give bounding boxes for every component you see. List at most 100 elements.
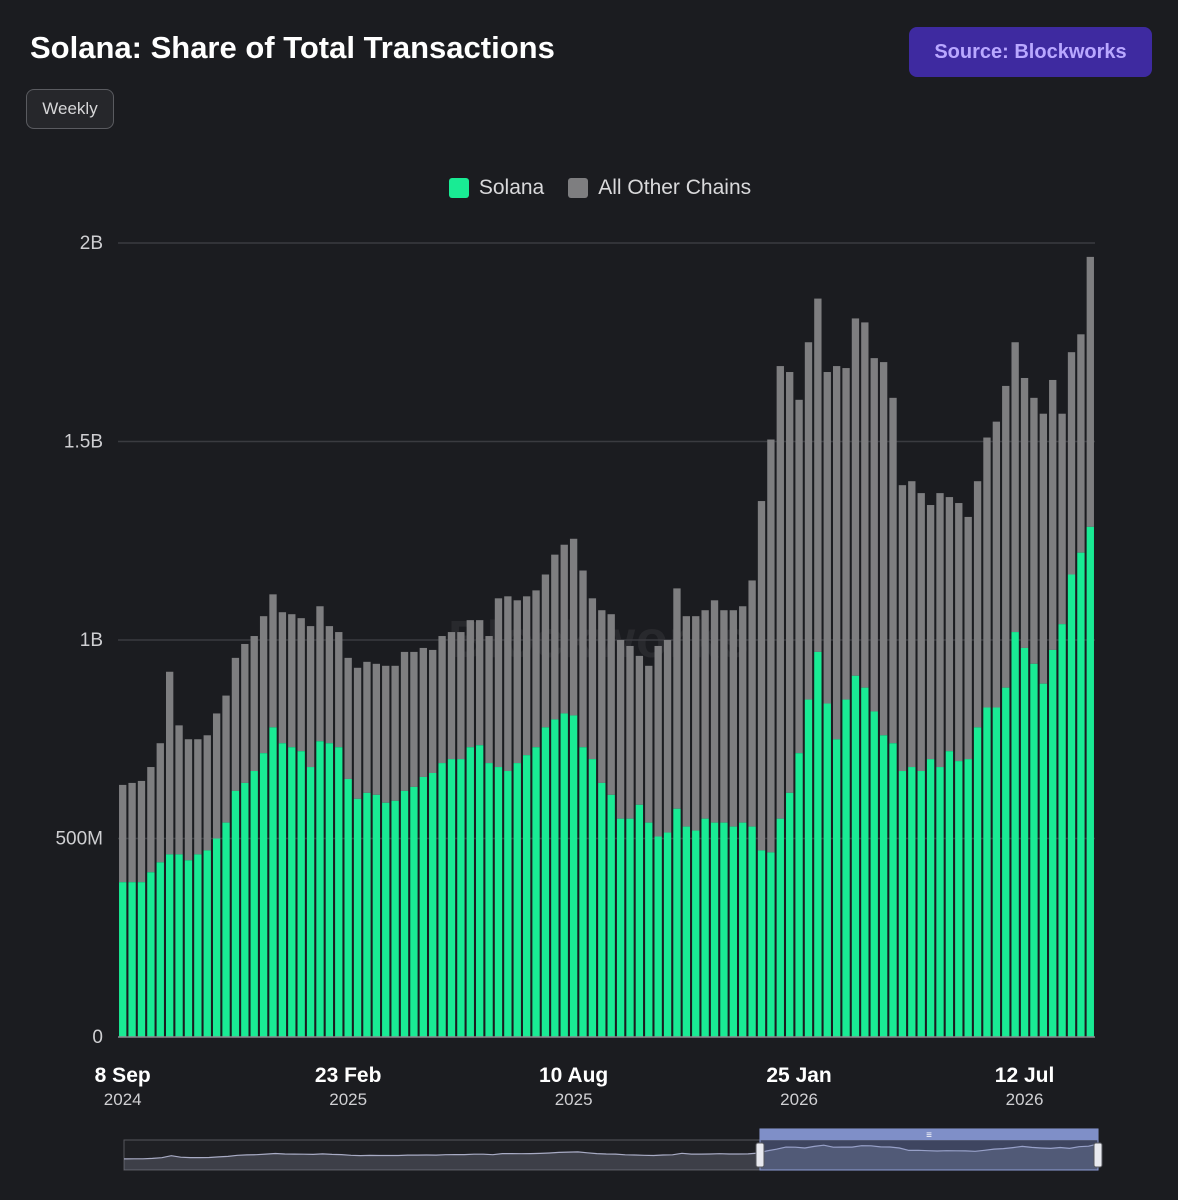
bar-solana xyxy=(955,761,963,1037)
bar-solana xyxy=(795,753,803,1037)
bar-other-chains xyxy=(729,610,737,827)
bar-other-chains xyxy=(259,616,268,754)
period-weekly-button[interactable]: Weekly xyxy=(26,89,114,129)
bar-other-chains xyxy=(382,665,390,803)
bar-solana xyxy=(212,838,221,1037)
bar-solana xyxy=(983,707,991,1037)
bar-other-chains xyxy=(166,671,174,855)
bar-solana xyxy=(494,767,503,1037)
bar-other-chains xyxy=(551,554,559,720)
bar-other-chains xyxy=(269,594,277,728)
bar-solana xyxy=(588,759,597,1037)
bar-other-chains xyxy=(889,397,897,744)
bar-other-chains xyxy=(692,616,700,831)
bar-solana xyxy=(964,759,972,1037)
bar-other-chains xyxy=(316,606,324,742)
legend-item-solana[interactable]: Solana xyxy=(448,176,544,200)
bar-other-chains xyxy=(1011,342,1019,633)
bar-solana xyxy=(485,763,493,1037)
bar-other-chains xyxy=(908,481,916,768)
bar-other-chains xyxy=(447,632,456,760)
bar-solana xyxy=(710,822,719,1037)
bar-other-chains xyxy=(1086,256,1094,527)
legend-item-other-chains[interactable]: All Other Chains xyxy=(568,176,751,200)
bar-solana xyxy=(147,872,155,1037)
bar-other-chains xyxy=(645,665,653,823)
bar-solana xyxy=(673,808,681,1037)
bar-solana xyxy=(898,771,907,1037)
bar-solana xyxy=(466,747,474,1037)
bar-other-chains xyxy=(344,657,352,779)
navigator-right-handle[interactable] xyxy=(1093,1142,1103,1168)
x-tick-label: 12 Jul xyxy=(995,1064,1055,1087)
bar-other-chains xyxy=(325,626,334,744)
navigator-left-handle[interactable] xyxy=(755,1142,765,1168)
bar-other-chains xyxy=(861,322,869,688)
bar-other-chains xyxy=(457,632,465,760)
bar-solana xyxy=(879,735,888,1037)
bar-solana xyxy=(372,794,381,1037)
bar-other-chains xyxy=(1039,413,1047,684)
bar-other-chains xyxy=(1030,397,1038,664)
bar-other-chains xyxy=(1067,352,1076,575)
bar-solana xyxy=(288,747,296,1037)
bar-solana xyxy=(936,767,944,1037)
bar-solana xyxy=(739,822,747,1037)
chart-legend: Solana All Other Chains xyxy=(0,176,1178,200)
bar-solana xyxy=(457,759,465,1037)
bar-solana xyxy=(786,792,794,1037)
bar-solana xyxy=(278,743,287,1037)
bar-other-chains xyxy=(419,647,427,777)
y-tick-label: 500M xyxy=(55,829,103,850)
bar-solana xyxy=(231,790,240,1037)
bar-other-chains xyxy=(410,651,418,787)
source-button[interactable]: Source: Blockworks xyxy=(909,27,1152,77)
bar-solana xyxy=(541,727,550,1037)
bar-other-chains xyxy=(438,636,446,764)
bar-other-chains xyxy=(767,439,775,853)
bar-other-chains xyxy=(663,640,672,833)
navigator-drag-bar[interactable] xyxy=(760,1129,1098,1140)
x-tick-year-label: 2024 xyxy=(104,1090,142,1109)
bar-other-chains xyxy=(739,606,747,823)
bar-other-chains xyxy=(936,493,944,768)
bar-other-chains xyxy=(466,620,474,748)
bar-solana xyxy=(1011,632,1019,1037)
bar-solana xyxy=(1058,624,1066,1037)
bar-solana xyxy=(1086,526,1094,1037)
bar-solana xyxy=(410,786,418,1037)
bar-solana xyxy=(832,739,841,1037)
bar-solana xyxy=(532,747,540,1037)
bar-other-chains xyxy=(541,574,550,728)
bar-other-chains xyxy=(560,544,568,714)
y-tick-label: 1.5B xyxy=(64,432,103,453)
bar-other-chains xyxy=(278,612,287,744)
bar-solana xyxy=(1039,683,1047,1037)
bar-solana xyxy=(419,776,427,1037)
bar-solana xyxy=(353,798,362,1037)
bar-other-chains xyxy=(363,661,371,793)
bar-solana xyxy=(757,850,766,1037)
bar-other-chains xyxy=(607,614,615,795)
bar-solana xyxy=(363,792,371,1037)
x-tick-label: 8 Sep xyxy=(95,1064,151,1087)
page-title: Solana: Share of Total Transactions xyxy=(30,30,555,65)
bar-solana xyxy=(504,771,512,1037)
x-tick-year-label: 2025 xyxy=(329,1090,367,1109)
bar-other-chains xyxy=(335,632,343,748)
bar-solana xyxy=(814,651,822,1037)
bar-solana xyxy=(344,778,352,1037)
bar-solana xyxy=(720,822,728,1037)
bar-solana xyxy=(119,882,127,1037)
bar-other-chains xyxy=(306,626,315,768)
bar-other-chains xyxy=(297,618,305,752)
bar-other-chains xyxy=(776,366,784,819)
bar-other-chains xyxy=(1077,334,1085,553)
bar-other-chains xyxy=(945,497,954,752)
bar-solana xyxy=(306,767,315,1037)
bar-solana xyxy=(513,763,521,1037)
bar-other-chains xyxy=(184,739,193,861)
bar-solana xyxy=(973,727,982,1037)
bar-other-chains xyxy=(795,399,803,754)
bar-other-chains xyxy=(212,713,221,839)
